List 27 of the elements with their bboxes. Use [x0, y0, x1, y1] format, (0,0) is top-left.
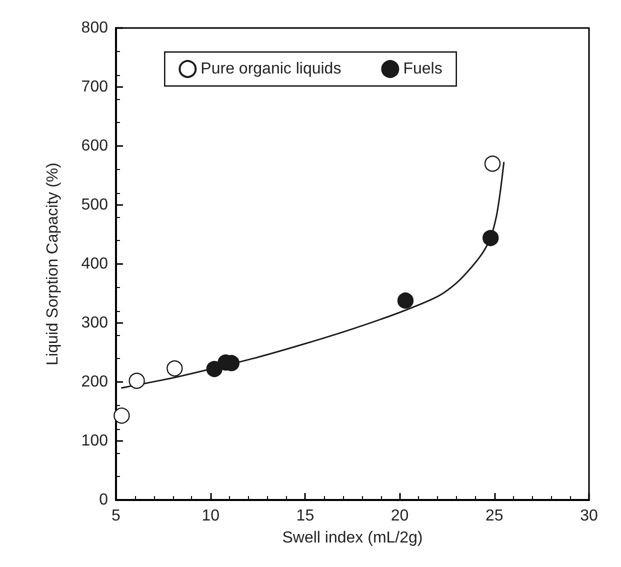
point [206, 360, 222, 378]
point [114, 408, 130, 424]
x-tick-label: 15 [296, 508, 314, 524]
point [128, 372, 145, 389]
point [484, 156, 501, 172]
line-series [120, 162, 505, 389]
point [397, 292, 414, 309]
y-tick-label: 400 [81, 256, 108, 272]
y-tick-label: 700 [81, 78, 108, 96]
y-tick-label: 200 [81, 374, 108, 390]
y-tick-label: 800 [81, 20, 108, 36]
x-tick-label: 10 [202, 508, 220, 524]
legend-label: Pure organic liquids [200, 60, 342, 78]
y-tick-label: 100 [81, 432, 108, 450]
x-tick-label: 30 [580, 508, 598, 524]
y-tick-label: 600 [81, 138, 108, 154]
x-tick-label: 5 [112, 508, 121, 524]
x-tick-label: 20 [390, 508, 409, 524]
y-tick-label: 0 [99, 492, 108, 508]
x-axis-title: Swell index (mL/2g) [282, 530, 423, 546]
y-tick-label: 300 [81, 314, 108, 332]
y-tick-label: 500 [81, 196, 108, 214]
y-axis-title: Liquid Sorption Capacity (%) [44, 162, 62, 366]
point [166, 360, 183, 377]
point [482, 230, 499, 246]
legend-label: Fuels [403, 60, 442, 78]
x-tick-label: 25 [486, 508, 504, 524]
